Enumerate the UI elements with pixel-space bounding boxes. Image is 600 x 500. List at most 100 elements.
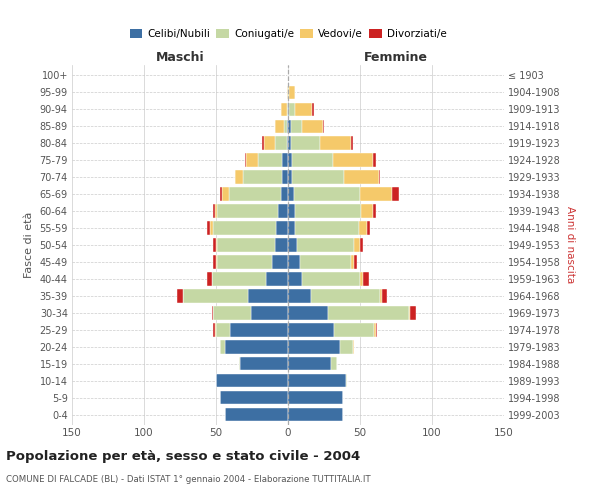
Bar	[373, 154, 376, 166]
Bar	[354, 256, 357, 268]
Bar	[360, 272, 363, 285]
Bar	[258, 154, 282, 166]
Bar	[281, 188, 288, 200]
Bar	[220, 188, 222, 200]
Bar	[360, 188, 392, 200]
Bar	[288, 170, 292, 183]
Bar	[266, 272, 288, 285]
Bar	[278, 204, 288, 218]
Bar	[288, 272, 302, 285]
Bar	[288, 374, 346, 388]
Bar	[288, 86, 289, 99]
Bar	[210, 222, 213, 234]
Bar	[382, 290, 388, 302]
Bar	[216, 256, 217, 268]
Bar	[239, 357, 241, 370]
Bar	[272, 256, 288, 268]
Bar	[311, 290, 380, 302]
Bar	[359, 222, 367, 234]
Bar	[288, 204, 295, 218]
Bar	[295, 222, 359, 234]
Bar	[313, 102, 314, 116]
Bar	[354, 238, 360, 252]
Bar	[291, 120, 302, 133]
Bar	[328, 306, 409, 320]
Bar	[379, 170, 380, 183]
Bar	[292, 170, 344, 183]
Bar	[212, 272, 266, 285]
Bar	[340, 340, 353, 353]
Bar	[299, 256, 352, 268]
Text: Maschi: Maschi	[155, 51, 205, 64]
Bar	[224, 408, 288, 422]
Bar	[220, 340, 224, 353]
Bar	[292, 154, 332, 166]
Bar	[217, 238, 275, 252]
Bar	[245, 154, 246, 166]
Text: Popolazione per età, sesso e stato civile - 2004: Popolazione per età, sesso e stato civil…	[6, 450, 360, 463]
Bar	[376, 324, 377, 336]
Text: Femmine: Femmine	[364, 51, 428, 64]
Bar	[288, 154, 292, 166]
Bar	[284, 120, 287, 133]
Bar	[374, 324, 376, 336]
Bar	[282, 170, 288, 183]
Bar	[216, 238, 217, 252]
Bar	[323, 120, 324, 133]
Bar	[360, 238, 363, 252]
Bar	[251, 306, 288, 320]
Bar	[288, 120, 291, 133]
Bar	[288, 256, 299, 268]
Bar	[288, 238, 296, 252]
Bar	[213, 256, 216, 268]
Bar	[229, 188, 281, 200]
Y-axis label: Anni di nascita: Anni di nascita	[565, 206, 575, 284]
Bar	[334, 324, 374, 336]
Bar	[352, 136, 353, 149]
Bar	[183, 290, 248, 302]
Bar	[410, 306, 416, 320]
Bar	[220, 391, 288, 404]
Bar	[294, 188, 360, 200]
Bar	[302, 120, 323, 133]
Bar	[288, 408, 343, 422]
Bar	[222, 188, 229, 200]
Bar	[331, 357, 337, 370]
Bar	[287, 120, 288, 133]
Bar	[217, 256, 272, 268]
Bar	[288, 340, 340, 353]
Bar	[373, 204, 376, 218]
Bar	[295, 102, 313, 116]
Bar	[289, 102, 295, 116]
Bar	[282, 154, 288, 166]
Bar	[288, 290, 311, 302]
Bar	[288, 222, 295, 234]
Bar	[363, 272, 368, 285]
Bar	[287, 102, 288, 116]
Bar	[213, 324, 215, 336]
Bar	[288, 102, 289, 116]
Bar	[289, 86, 295, 99]
Bar	[262, 136, 263, 149]
Text: COMUNE DI FALCADE (BL) - Dati ISTAT 1° gennaio 2004 - Elaborazione TUTTITALIA.IT: COMUNE DI FALCADE (BL) - Dati ISTAT 1° g…	[6, 475, 371, 484]
Bar	[344, 170, 379, 183]
Bar	[352, 256, 354, 268]
Bar	[287, 136, 288, 149]
Bar	[213, 222, 277, 234]
Bar	[230, 324, 288, 336]
Bar	[208, 272, 212, 285]
Y-axis label: Fasce di età: Fasce di età	[24, 212, 34, 278]
Bar	[380, 290, 382, 302]
Bar	[353, 340, 354, 353]
Bar	[288, 136, 291, 149]
Legend: Celibi/Nubili, Coniugati/e, Vedovi/e, Divorziati/e: Celibi/Nubili, Coniugati/e, Vedovi/e, Di…	[124, 24, 452, 44]
Bar	[320, 136, 352, 149]
Bar	[281, 102, 287, 116]
Bar	[346, 374, 347, 388]
Bar	[361, 204, 373, 218]
Bar	[212, 306, 213, 320]
Bar	[367, 222, 370, 234]
Bar	[288, 324, 334, 336]
Bar	[277, 222, 288, 234]
Bar	[241, 357, 288, 370]
